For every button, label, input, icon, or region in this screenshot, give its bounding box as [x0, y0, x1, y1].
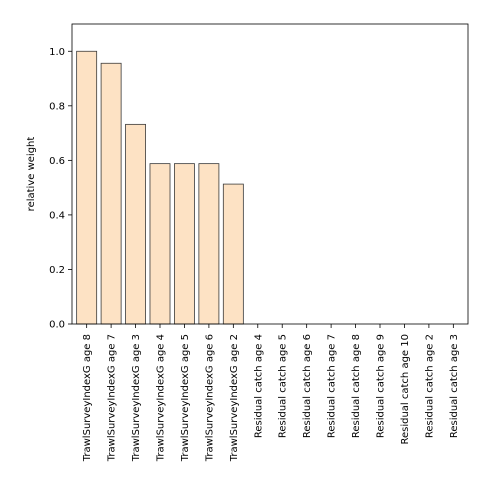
- x-tick-label: TrawlSurveyIndexG age 7: [107, 334, 118, 462]
- bar-5: [174, 163, 195, 325]
- bar-1: [76, 50, 98, 325]
- x-tick-label: TrawlSurveyIndexG age 6: [204, 334, 215, 462]
- bar-7: [222, 183, 244, 325]
- x-tick-label: TrawlSurveyIndexG age 5: [180, 334, 191, 462]
- bar-6: [198, 163, 220, 325]
- x-tick-label: Residual catch age 9: [376, 334, 387, 438]
- plot-frame: [71, 23, 469, 325]
- x-tick-label: TrawlSurveyIndexG age 4: [156, 334, 167, 462]
- y-axis-label: relative weight: [26, 137, 37, 212]
- x-tick-label: Residual catch age 4: [253, 334, 264, 438]
- x-tick-label: Residual catch age 5: [278, 334, 289, 438]
- y-tick-label: 0.2: [49, 265, 65, 276]
- y-tick-label: 1.0: [49, 47, 65, 58]
- y-tick-label: 0.0: [49, 320, 65, 331]
- x-ticks-group: TrawlSurveyIndexG age 8 TrawlSurveyIndexG…: [82, 324, 460, 462]
- y-tick-label: 0.4: [49, 210, 65, 221]
- x-tick-label: Residual catch age 8: [351, 334, 362, 438]
- x-tick-label: TrawlSurveyIndexG age 2: [229, 334, 240, 462]
- x-tick-label: Residual catch age 3: [449, 334, 460, 438]
- y-ticks-group: 0.0 0.2 0.4 0.6 0.8 1.0: [49, 47, 72, 331]
- x-tick-label: Residual catch age 10: [400, 334, 411, 445]
- x-tick-label: TrawlSurveyIndexG age 8: [82, 334, 93, 462]
- bars-group: [76, 50, 244, 325]
- x-tick-label: Residual catch age 2: [424, 334, 435, 438]
- bar-2: [100, 62, 122, 325]
- x-tick-label: Residual catch age 6: [302, 334, 313, 438]
- y-tick-label: 0.8: [49, 101, 65, 112]
- bar-3: [125, 123, 146, 325]
- x-tick-label: Residual catch age 7: [327, 334, 338, 438]
- bar-4: [149, 163, 171, 325]
- x-tick-label: TrawlSurveyIndexG age 3: [131, 334, 142, 462]
- y-tick-label: 0.6: [49, 156, 65, 167]
